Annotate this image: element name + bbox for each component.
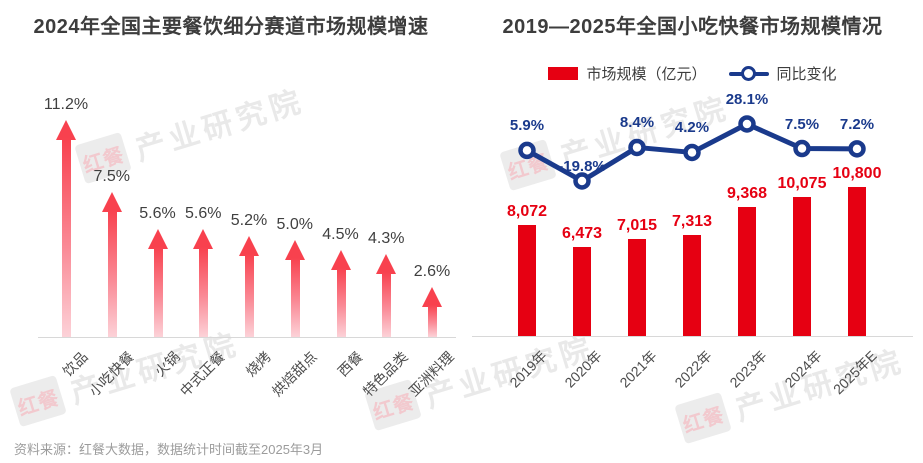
yoy-line-point <box>848 140 866 158</box>
yoy-value-label: -19.8% <box>558 158 606 175</box>
line-series-label: 同比变化 <box>776 66 837 83</box>
growth-arrow-head-icon <box>284 240 305 261</box>
yoy-line-point <box>683 143 701 162</box>
market-scale-bar <box>848 187 866 336</box>
yoy-line-point <box>793 139 811 158</box>
yoy-value-label: 5.9% <box>509 117 545 135</box>
growth-arrow-shaft <box>199 246 209 337</box>
yoy-value-label: 7.2% <box>839 115 875 133</box>
growth-arrow-head-icon <box>147 228 168 249</box>
yoy-line-point <box>738 115 756 133</box>
market-scale-value-label: 8,072 <box>506 203 548 220</box>
x-axis-line <box>472 336 913 337</box>
growth-value-label: 5.6% <box>185 204 222 222</box>
growth-value-label: 4.3% <box>368 229 405 247</box>
market-scale-value-label: 10,800 <box>832 165 882 182</box>
growth-arrow-shaft <box>62 138 71 337</box>
yoy-line-point <box>628 138 646 157</box>
market-scale-bar <box>573 247 591 336</box>
growth-value-label: 2.6% <box>413 262 451 280</box>
line-series-symbol <box>728 65 769 81</box>
market-scale-value-label: 9,368 <box>726 185 768 202</box>
yoy-line-point <box>518 141 536 160</box>
market-scale-chart-title: 2019—2025年全国小吃快餐市场规模情况 <box>502 16 883 38</box>
market-scale-value-label: 6,473 <box>561 225 603 242</box>
market-scale-bar <box>738 207 756 336</box>
growth-value-label: 5.6% <box>139 204 176 222</box>
growth-value-label: 5.0% <box>276 216 313 234</box>
growth-chart: 2024年全国主要餐饮细分赛道市场规模增速 11.2% 饮品 7.5% 小吃快餐 5.6… <box>33 16 457 399</box>
x-axis-line <box>38 337 456 338</box>
growth-arrow-shaft <box>382 271 392 337</box>
growth-chart-title: 2024年全国主要餐饮细分赛道市场规模增速 <box>33 16 429 38</box>
growth-arrow-head-icon <box>239 236 259 257</box>
line-symbol-ring-icon <box>740 65 756 81</box>
growth-arrow-shaft <box>153 246 163 337</box>
growth-arrow-shaft <box>245 254 254 337</box>
growth-arrow-head-icon <box>330 249 351 270</box>
growth-value-label: 5.2% <box>230 212 268 230</box>
market-scale-bar <box>628 239 646 336</box>
growth-arrow-head-icon <box>101 191 122 212</box>
growth-arrow-head-icon <box>422 286 442 307</box>
market-scale-bar <box>683 235 701 336</box>
growth-arrow-head-icon <box>193 228 214 249</box>
yoy-line-point <box>573 172 591 190</box>
market-scale-bar <box>518 225 536 336</box>
growth-arrow-shaft <box>107 209 117 337</box>
bar-series-swatch <box>548 67 579 80</box>
yoy-value-label: 4.2% <box>674 119 710 137</box>
growth-value-label: 7.5% <box>93 167 130 185</box>
growth-arrow-shaft <box>336 267 346 337</box>
bar-series-label: 市场规模（亿元） <box>586 66 707 83</box>
growth-value-label: 11.2% <box>43 96 89 114</box>
yoy-value-label: 28.1% <box>725 90 769 108</box>
chart-legend: 市场规模（亿元） 同比变化 <box>462 63 923 84</box>
growth-arrow-head-icon <box>56 120 76 141</box>
source-note: 资料来源：红餐大数据，数据统计时间截至2025年3月 <box>14 442 324 457</box>
market-scale-bar <box>793 197 811 336</box>
growth-arrow-shaft <box>290 258 300 337</box>
growth-arrow-head-icon <box>376 253 397 274</box>
market-scale-value-label: 7,313 <box>671 213 713 230</box>
market-scale-chart: 2019—2025年全国小吃快餐市场规模情况 市场规模（亿元） 同比变化 8,0… <box>462 0 923 463</box>
growth-arrow-shaft <box>428 304 437 337</box>
growth-value-label: 4.5% <box>322 225 359 243</box>
market-scale-value-label: 7,015 <box>616 217 658 234</box>
